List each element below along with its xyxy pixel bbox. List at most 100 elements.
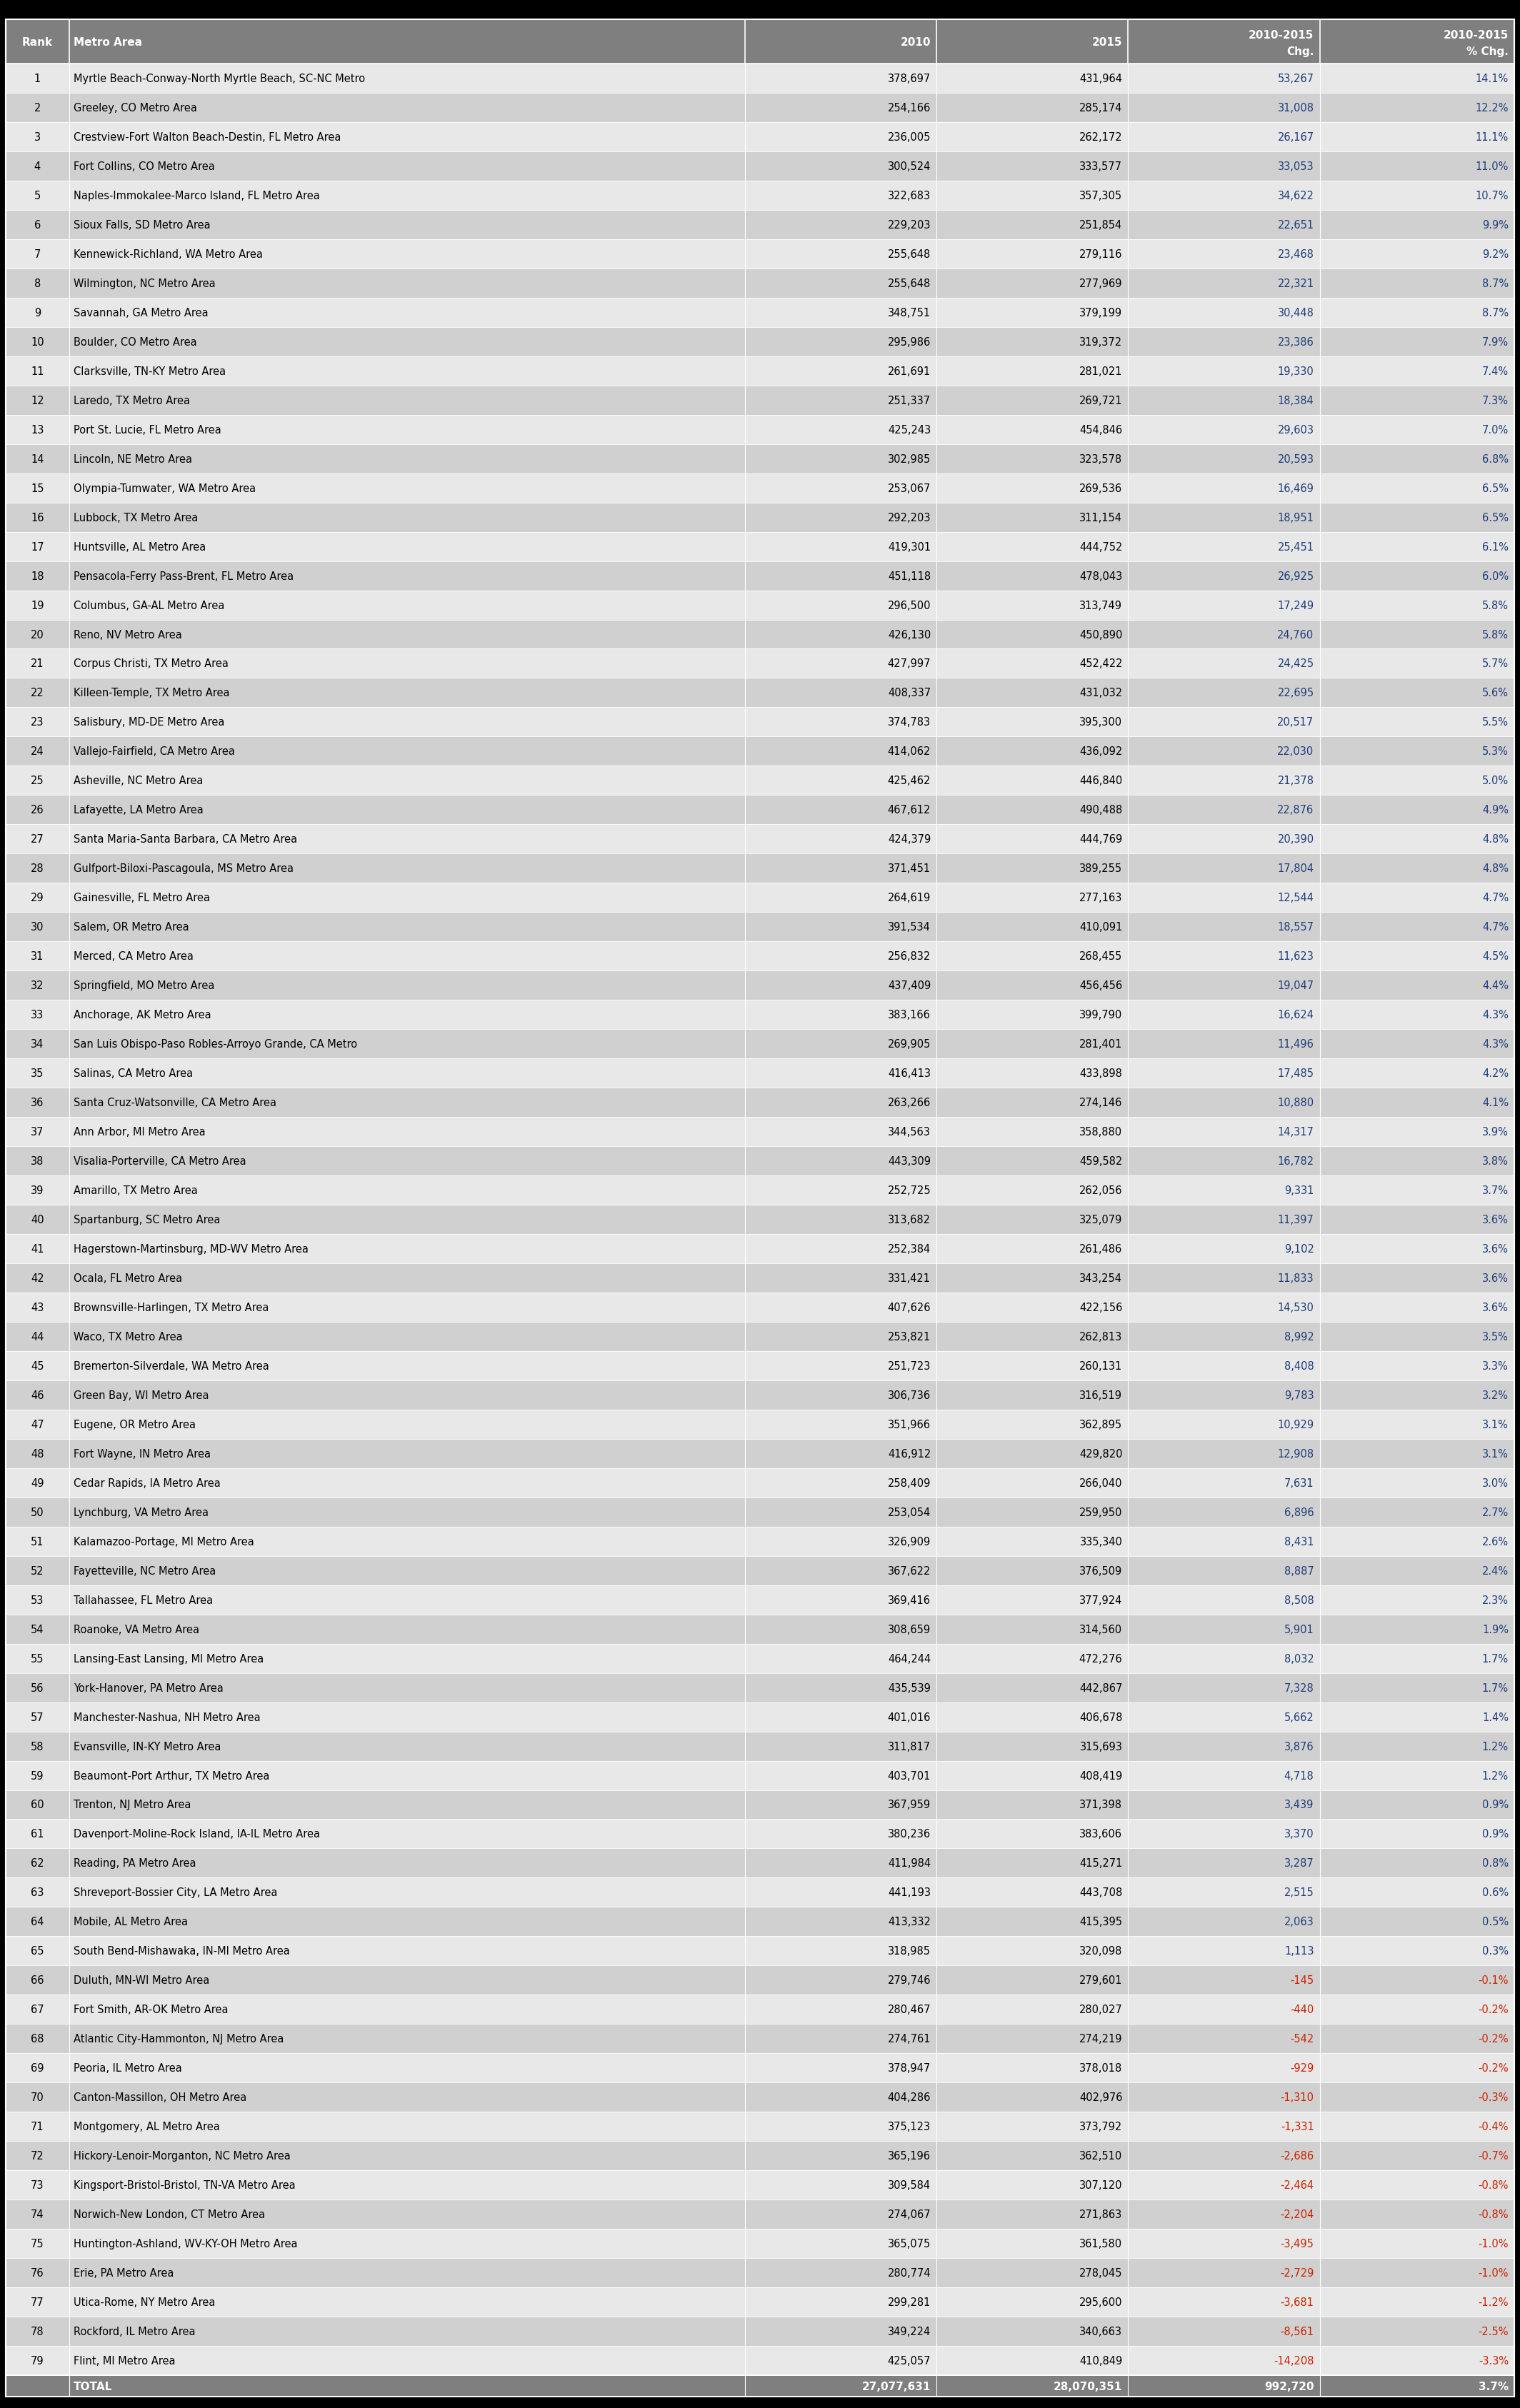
Text: Ann Arbor, MI Metro Area: Ann Arbor, MI Metro Area [73, 1127, 205, 1137]
Text: 57: 57 [30, 1712, 44, 1722]
Text: Flint, MI Metro Area: Flint, MI Metro Area [73, 2355, 175, 2367]
Text: 5.5%: 5.5% [1482, 718, 1508, 727]
Text: 22,876: 22,876 [1277, 804, 1313, 816]
Text: 9: 9 [33, 308, 41, 318]
Text: 333,577: 333,577 [1079, 161, 1122, 171]
Text: 56: 56 [30, 1683, 44, 1693]
Text: 9.9%: 9.9% [1482, 219, 1508, 231]
Text: 263,266: 263,266 [888, 1098, 930, 1108]
Text: 361,580: 361,580 [1079, 2237, 1122, 2249]
Text: 311,817: 311,817 [888, 1741, 930, 1751]
Text: 3.5%: 3.5% [1482, 1332, 1508, 1341]
Text: 6.0%: 6.0% [1482, 571, 1508, 580]
Text: Visalia-Porterville, CA Metro Area: Visalia-Porterville, CA Metro Area [73, 1156, 246, 1165]
Text: 6.1%: 6.1% [1482, 542, 1508, 551]
Bar [6, 795, 1514, 826]
Text: 55: 55 [30, 1654, 44, 1664]
Text: 319,372: 319,372 [1079, 337, 1122, 347]
Text: 30: 30 [30, 922, 44, 932]
Text: Pensacola-Ferry Pass-Brent, FL Metro Area: Pensacola-Ferry Pass-Brent, FL Metro Are… [73, 571, 293, 580]
Text: 29: 29 [30, 893, 44, 903]
Text: Davenport-Moline-Rock Island, IA-IL Metro Area: Davenport-Moline-Rock Island, IA-IL Metr… [73, 1828, 319, 1840]
Text: 260,131: 260,131 [1079, 1361, 1122, 1370]
Text: -2,729: -2,729 [1280, 2268, 1313, 2278]
Text: Boulder, CO Metro Area: Boulder, CO Metro Area [73, 337, 196, 347]
Text: 277,163: 277,163 [1079, 893, 1122, 903]
Text: 29,603: 29,603 [1277, 424, 1313, 436]
Text: 5.6%: 5.6% [1482, 689, 1508, 698]
Text: 391,534: 391,534 [888, 922, 930, 932]
Text: Columbus, GA-AL Metro Area: Columbus, GA-AL Metro Area [73, 600, 225, 612]
Bar [6, 19, 1514, 65]
Text: 8,992: 8,992 [1284, 1332, 1313, 1341]
Text: Gainesville, FL Metro Area: Gainesville, FL Metro Area [73, 893, 210, 903]
Text: 4,718: 4,718 [1284, 1770, 1313, 1782]
Bar [6, 2345, 1514, 2374]
Text: Amarillo, TX Metro Area: Amarillo, TX Metro Area [73, 1185, 198, 1197]
Text: 14.1%: 14.1% [1476, 75, 1508, 84]
Text: 229,203: 229,203 [888, 219, 930, 231]
Text: 60: 60 [30, 1799, 44, 1811]
Text: Asheville, NC Metro Area: Asheville, NC Metro Area [73, 775, 202, 787]
Text: 279,746: 279,746 [888, 1975, 930, 1987]
Bar [6, 1702, 1514, 1731]
Text: 40: 40 [30, 1214, 44, 1226]
Text: 4.3%: 4.3% [1482, 1038, 1508, 1050]
Text: 9,102: 9,102 [1284, 1243, 1313, 1255]
Text: 349,224: 349,224 [888, 2326, 930, 2336]
Text: Lynchburg, VA Metro Area: Lynchburg, VA Metro Area [73, 1507, 208, 1517]
Text: 5.3%: 5.3% [1482, 746, 1508, 756]
Text: 326,909: 326,909 [888, 1536, 930, 1546]
Text: Utica-Rome, NY Metro Area: Utica-Rome, NY Metro Area [73, 2297, 214, 2307]
Text: Rockford, IL Metro Area: Rockford, IL Metro Area [73, 2326, 195, 2336]
Text: -1.0%: -1.0% [1479, 2237, 1508, 2249]
Bar [6, 942, 1514, 970]
Text: 378,697: 378,697 [888, 75, 930, 84]
Text: 53: 53 [30, 1594, 44, 1606]
Text: 2010-2015: 2010-2015 [1444, 31, 1508, 41]
Text: 19: 19 [30, 600, 44, 612]
Text: 7.4%: 7.4% [1482, 366, 1508, 376]
Text: 285,174: 285,174 [1079, 104, 1122, 113]
Text: 5.7%: 5.7% [1482, 657, 1508, 669]
Text: 325,079: 325,079 [1079, 1214, 1122, 1226]
Text: 8,508: 8,508 [1284, 1594, 1313, 1606]
Text: 437,409: 437,409 [888, 980, 930, 992]
Text: -929: -929 [1290, 2064, 1313, 2073]
Bar [6, 1235, 1514, 1264]
Text: 311,154: 311,154 [1079, 513, 1122, 523]
Text: 383,166: 383,166 [888, 1009, 930, 1021]
Text: 313,749: 313,749 [1079, 600, 1122, 612]
Text: Lafayette, LA Metro Area: Lafayette, LA Metro Area [73, 804, 204, 816]
Text: 3,439: 3,439 [1284, 1799, 1313, 1811]
Text: 380,236: 380,236 [888, 1828, 930, 1840]
Text: Beaumont-Port Arthur, TX Metro Area: Beaumont-Port Arthur, TX Metro Area [73, 1770, 269, 1782]
Text: 66: 66 [30, 1975, 44, 1987]
Text: Waco, TX Metro Area: Waco, TX Metro Area [73, 1332, 182, 1341]
Bar [6, 1469, 1514, 1498]
Text: 1.7%: 1.7% [1482, 1654, 1508, 1664]
Text: 8,032: 8,032 [1284, 1654, 1313, 1664]
Text: -0.2%: -0.2% [1477, 2064, 1508, 2073]
Text: 12,544: 12,544 [1277, 893, 1313, 903]
Text: 414,062: 414,062 [888, 746, 930, 756]
Text: -1.0%: -1.0% [1479, 2268, 1508, 2278]
Text: Lansing-East Lansing, MI Metro Area: Lansing-East Lansing, MI Metro Area [73, 1654, 263, 1664]
Text: 3.1%: 3.1% [1482, 1447, 1508, 1459]
Text: 343,254: 343,254 [1079, 1274, 1122, 1283]
Text: Myrtle Beach-Conway-North Myrtle Beach, SC-NC Metro: Myrtle Beach-Conway-North Myrtle Beach, … [73, 75, 365, 84]
Text: 14: 14 [30, 453, 44, 465]
Text: -0.4%: -0.4% [1479, 2121, 1508, 2131]
Text: 73: 73 [30, 2179, 44, 2191]
Text: 34: 34 [30, 1038, 44, 1050]
Text: 67: 67 [30, 2003, 44, 2015]
Text: 32: 32 [30, 980, 44, 992]
Text: 3.6%: 3.6% [1482, 1214, 1508, 1226]
Bar [6, 1820, 1514, 1849]
Text: 2010-2015: 2010-2015 [1249, 31, 1313, 41]
Text: 33,053: 33,053 [1278, 161, 1313, 171]
Text: 3.2%: 3.2% [1482, 1389, 1508, 1401]
Text: -2.5%: -2.5% [1479, 2326, 1508, 2336]
Bar [6, 1760, 1514, 1789]
Text: 451,118: 451,118 [888, 571, 930, 580]
